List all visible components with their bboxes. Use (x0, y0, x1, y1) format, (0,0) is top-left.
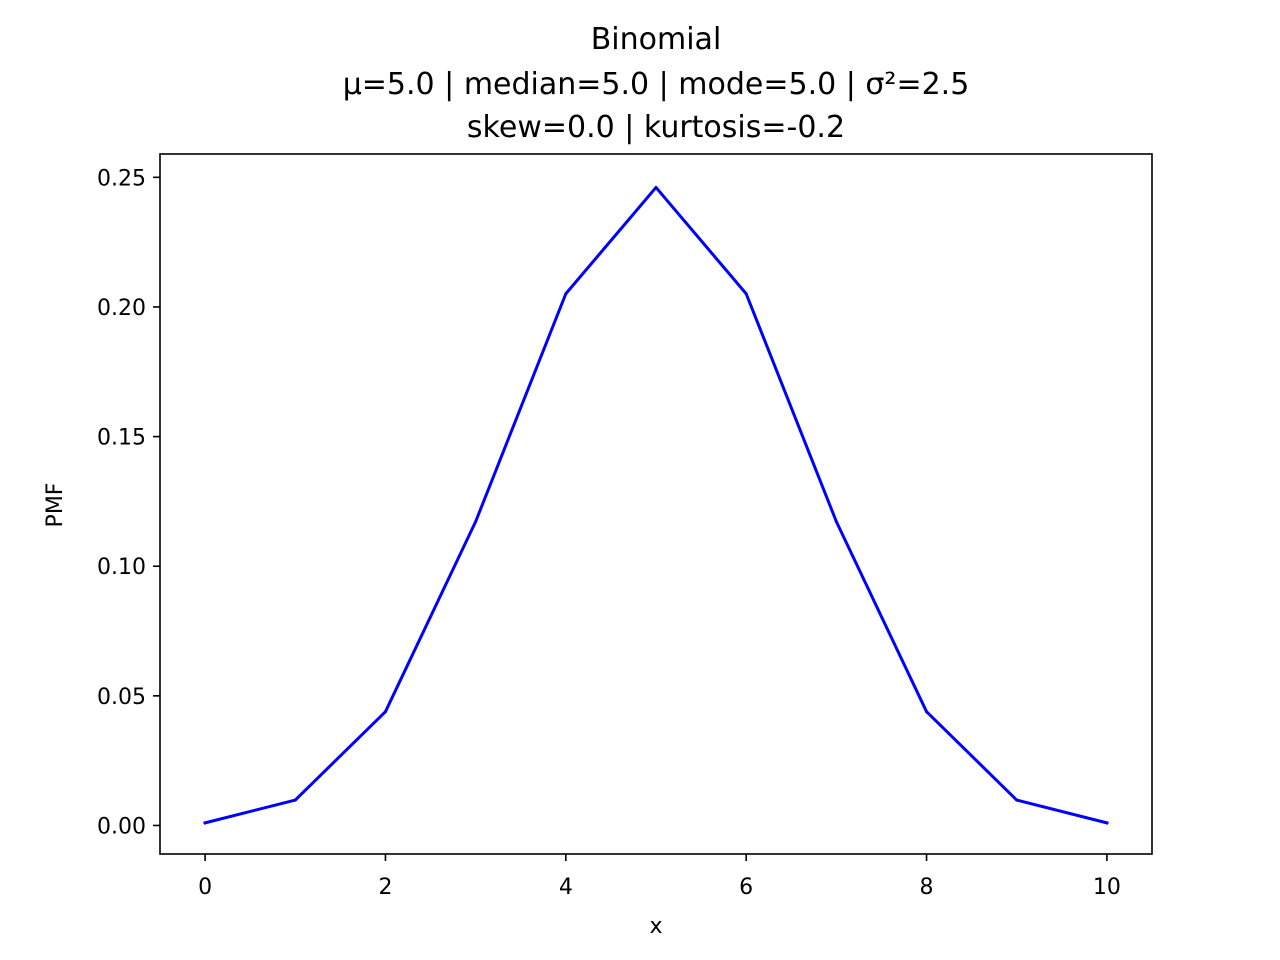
chart-title: Binomial (591, 22, 722, 57)
y-tick-label: 0.05 (97, 685, 146, 710)
x-tick-label: 8 (920, 875, 934, 900)
y-tick-label: 0.15 (97, 426, 146, 451)
data-point (834, 520, 838, 524)
chart-subtitle-line-1: μ=5.0 | median=5.0 | mode=5.0 | σ²=2.5 (343, 67, 970, 102)
data-point (654, 185, 658, 189)
x-tick-label: 2 (378, 875, 392, 900)
x-tick-label: 6 (739, 875, 753, 900)
x-tick-label: 4 (559, 875, 573, 900)
axes-frame (159, 153, 1153, 855)
x-tick-label: 10 (1093, 875, 1121, 900)
data-point (383, 710, 387, 714)
x-axis-label: x (649, 914, 662, 939)
data-point (1105, 821, 1109, 825)
chart-subtitle-line-2: skew=0.0 | kurtosis=-0.2 (467, 110, 845, 145)
data-point (564, 292, 568, 296)
y-tick-label: 0.00 (97, 814, 146, 839)
data-point (474, 520, 478, 524)
data-point (203, 821, 207, 825)
y-tick-label: 0.20 (97, 296, 146, 321)
y-tick-label: 0.10 (97, 555, 146, 580)
x-tick-label: 0 (198, 875, 212, 900)
plot-area: 0 2 4 6 8 10 0.00 0.05 0.10 0.15 0.20 0.25 (97, 153, 1153, 900)
y-tick-label: 0.25 (97, 166, 146, 191)
data-point (1015, 798, 1019, 802)
data-point (925, 710, 929, 714)
data-point (744, 292, 748, 296)
data-point (293, 798, 297, 802)
y-axis-label: PMF (43, 483, 68, 528)
